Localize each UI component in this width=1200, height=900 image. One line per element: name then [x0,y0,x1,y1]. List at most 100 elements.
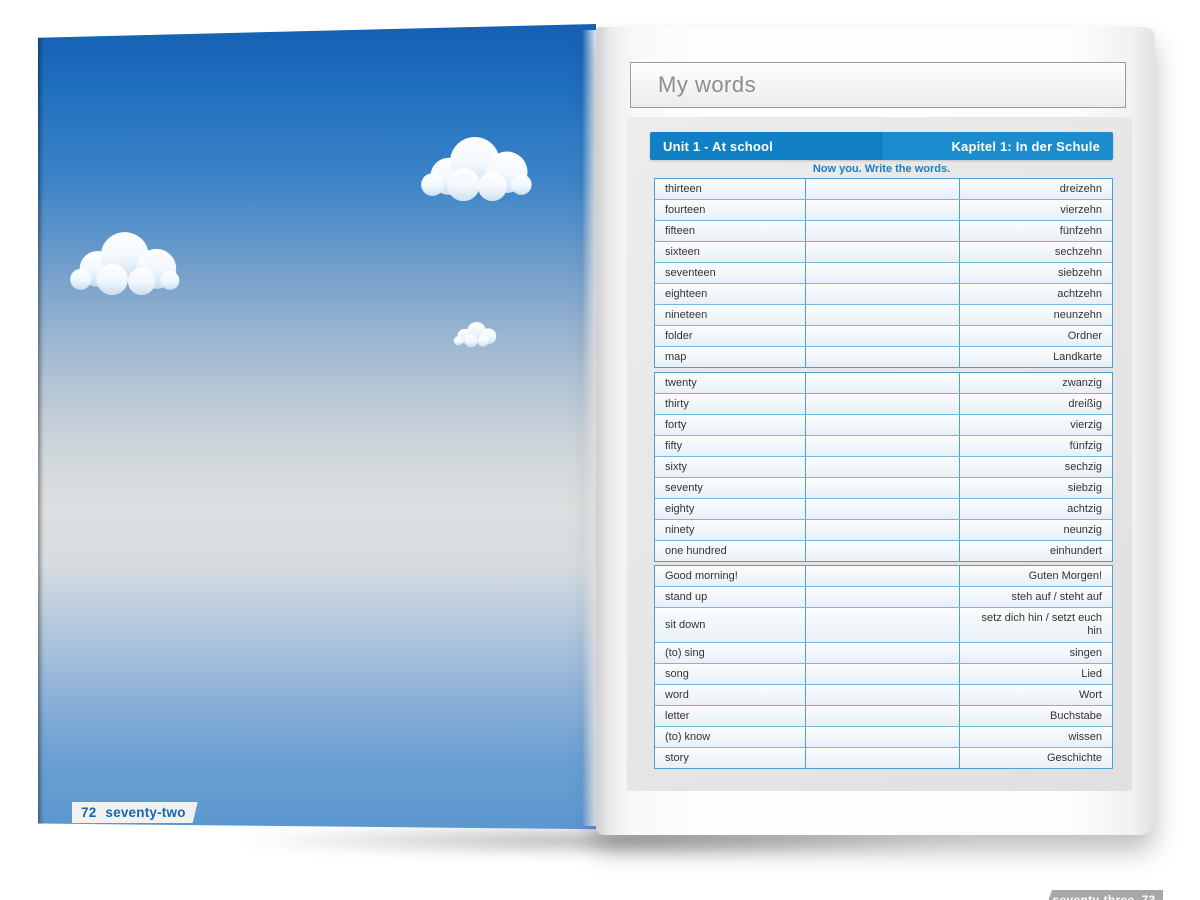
write-in-cell[interactable] [805,499,959,519]
left-page-sky: 72 seventy-two [38,24,596,830]
english-term: eighty [655,499,805,519]
vocab-row: thirty dreißig [655,393,1112,414]
german-term: zwanzig [959,373,1112,393]
write-in-cell[interactable] [805,608,959,642]
page-number: 73 [1141,893,1156,900]
german-term: Lied [959,664,1112,684]
write-in-cell[interactable] [805,706,959,726]
write-in-cell[interactable] [805,415,959,435]
chapter-label: Kapitel 1: In der Schule [881,132,1113,160]
vocab-table: Good morning! Guten Morgen! stand up steh a… [654,565,1113,769]
english-term: nineteen [655,305,805,325]
german-term: Geschichte [959,748,1112,768]
vocab-row: twenty zwanzig [655,373,1112,393]
vocab-row: sit down setz dich hin / setzt euch hin [655,607,1112,642]
german-term: sechzig [959,457,1112,477]
write-in-cell[interactable] [805,587,959,607]
english-term: Good morning! [655,566,805,586]
german-term: dreißig [959,394,1112,414]
german-term: neunzig [959,520,1112,540]
unit-header-bar: Unit 1 - At school Kapitel 1: In der Sch… [650,132,1113,160]
english-term: (to) sing [655,643,805,663]
write-in-cell[interactable] [805,221,959,241]
write-in-cell[interactable] [805,748,959,768]
instruction-text: Now you. Write the words. [812,163,951,175]
write-in-cell[interactable] [805,347,959,367]
vocab-row: (to) know wissen [655,726,1112,747]
right-page-vocab: My words Unit 1 - At school Kapitel 1: I… [596,27,1163,900]
german-term: singen [959,643,1112,663]
write-in-cell[interactable] [805,436,959,456]
english-term: forty [655,415,805,435]
write-in-cell[interactable] [805,179,959,199]
german-term: Wort [959,685,1112,705]
german-term: Buchstabe [959,706,1112,726]
german-term: sechzehn [959,242,1112,262]
german-term: achtzig [959,499,1112,519]
german-term: setz dich hin / setzt euch hin [959,608,1112,642]
vocab-row: stand up steh auf / steht auf [655,586,1112,607]
german-term: siebzig [959,478,1112,498]
english-term: story [655,748,805,768]
english-term: stand up [655,587,805,607]
write-in-cell[interactable] [805,727,959,747]
english-term: fifty [655,436,805,456]
write-in-cell[interactable] [805,457,959,477]
english-term: sit down [655,608,805,642]
write-in-cell[interactable] [805,284,959,304]
english-term: seventeen [655,263,805,283]
write-in-cell[interactable] [805,373,959,393]
write-in-cell[interactable] [805,305,959,325]
german-term: fünfzig [959,436,1112,456]
vocab-row: eighty achtzig [655,498,1112,519]
cloud-icon [450,313,505,353]
write-in-cell[interactable] [805,200,959,220]
page-number-word: seventy-three [1052,893,1135,900]
german-term: wissen [959,727,1112,747]
unit-label: Unit 1 - At school [650,132,881,160]
english-term: one hundred [655,541,805,561]
english-term: seventy [655,478,805,498]
vocab-table: twenty zwanzig thirty dreißig forty vierzig fi… [654,372,1113,562]
english-term: letter [655,706,805,726]
page-number-word: seventy-two [105,805,186,820]
english-term: sixteen [655,242,805,262]
german-term: neunzehn [959,305,1112,325]
left-page-number-label: 72 seventy-two [72,802,198,823]
german-term: fünfzehn [959,221,1112,241]
write-in-cell[interactable] [805,242,959,262]
write-in-cell[interactable] [805,478,959,498]
vocab-row: fourteen vierzehn [655,199,1112,220]
english-term: folder [655,326,805,346]
german-term: Guten Morgen! [959,566,1112,586]
vocab-table: thirteen dreizehn fourteen vierzehn fifteen f… [654,178,1113,368]
german-term: Landkarte [959,347,1112,367]
right-page-number-label: seventy-three 73 [1045,890,1163,900]
vocab-row: seventy siebzig [655,477,1112,498]
vocab-row: thirteen dreizehn [655,179,1112,199]
vocab-row: word Wort [655,684,1112,705]
page-number: 72 [81,805,97,820]
write-in-cell[interactable] [805,685,959,705]
write-in-cell[interactable] [805,326,959,346]
vocab-row: folder Ordner [655,325,1112,346]
write-in-cell[interactable] [805,541,959,561]
write-in-cell[interactable] [805,394,959,414]
vocab-row: sixty sechzig [655,456,1112,477]
cloud-icon [418,128,542,206]
german-term: einhundert [959,541,1112,561]
english-term: sixty [655,457,805,477]
english-term: thirteen [655,179,805,199]
german-term: steh auf / steht auf [959,587,1112,607]
english-term: ninety [655,520,805,540]
write-in-cell[interactable] [805,566,959,586]
vocab-row: forty vierzig [655,414,1112,435]
vocab-row: map Landkarte [655,346,1112,367]
write-in-cell[interactable] [805,520,959,540]
write-in-cell[interactable] [805,643,959,663]
german-term: Ordner [959,326,1112,346]
write-in-cell[interactable] [805,263,959,283]
write-in-cell[interactable] [805,664,959,684]
page-title: My words [658,72,757,97]
